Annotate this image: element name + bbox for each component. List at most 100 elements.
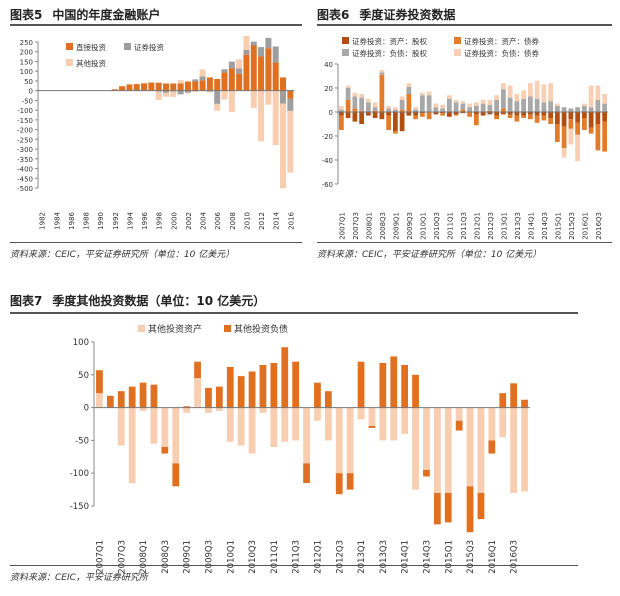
fig6-bar (420, 112, 425, 114)
fig7-bar (444, 492, 452, 523)
fig6-xtick-label: 2014Q3 (541, 212, 549, 240)
fig6-bar (426, 112, 432, 120)
fig6-legend-label: 证券投资：资产：债券 (464, 36, 539, 46)
fig7-bar (150, 407, 158, 444)
fig5-legend-label: 其他投资 (76, 58, 106, 68)
fig5-bar (177, 83, 184, 91)
fig6-bar (460, 103, 466, 110)
fig7-bar (433, 407, 441, 493)
fig6-bar (534, 112, 540, 116)
fig6-bar (447, 98, 452, 112)
fig6-bar (548, 112, 553, 118)
fig6-bar (474, 112, 479, 115)
fig6-bar (420, 95, 425, 112)
fig6-bar (582, 103, 587, 106)
fig5-bar (258, 90, 265, 142)
fig7-bar (455, 420, 463, 431)
fig6-bar (528, 96, 533, 112)
fig6-bar (352, 92, 358, 97)
fig7-xtick-label: 2009Q1 (183, 540, 193, 574)
fig6-bar (480, 112, 486, 116)
fig6-bar (393, 109, 398, 112)
fig7-bar (401, 407, 409, 434)
fig6-bar (595, 100, 601, 112)
fig6-bar (474, 106, 479, 112)
fig6-chart: -60 -40 -20 0 20 40 2007Q1 2007Q3 2008Q1 2008Q3 20… (322, 36, 608, 240)
fig7-bar (412, 407, 419, 490)
fig6-bar (399, 96, 405, 100)
fig5-ytick-label: 50 (24, 78, 33, 86)
fig6-bar (440, 113, 445, 116)
fig7-bar (466, 407, 474, 487)
fig6-bar (366, 102, 371, 112)
fig5-xtick-label: 1984 (53, 211, 61, 229)
fig7-xtick-label: 2008Q1 (139, 540, 149, 574)
fig7-bar (324, 391, 332, 408)
fig6-bar (393, 112, 398, 132)
fig7-xtick-label: 2014Q1 (401, 540, 411, 574)
fig6-bar (501, 112, 506, 115)
fig5-bar (192, 81, 199, 91)
fig5-ytick-label: 200 (20, 49, 33, 57)
fig5-bar (177, 80, 184, 84)
fig6-bar (339, 106, 344, 110)
fig6-bar (514, 115, 520, 122)
fig6-bar (582, 106, 587, 112)
fig7-bar (324, 407, 332, 441)
fig6-bar (359, 110, 364, 112)
fig6-bar (352, 96, 358, 109)
fig7-bar (346, 473, 354, 490)
fig6-top-rule (317, 24, 612, 26)
fig6-bar (413, 115, 418, 120)
fig6-bar (345, 88, 351, 100)
fig7-bar (303, 407, 310, 464)
fig7-xtick-label: 2015Q1 (444, 540, 454, 574)
fig5-bar (163, 92, 169, 97)
fig5-bar (287, 90, 294, 99)
fig5-xtick-label: 1982 (39, 212, 47, 230)
fig5-bar (228, 68, 235, 91)
fig5-xtick-label: 1996 (141, 211, 149, 229)
fig7-bar (346, 407, 354, 474)
fig5-bar (126, 84, 133, 91)
fig6-legend-swatch (342, 37, 349, 44)
fig7-bar (172, 463, 180, 487)
fig5-bar (199, 76, 206, 81)
fig6-xtick-label: 2015Q1 (554, 212, 562, 240)
fig5-xtick-label: 2012 (258, 212, 266, 230)
fig5-chart: -500 -450-400 -350 -300 -250-200 -150 -100 -500… (17, 35, 295, 230)
fig6-ytick-label: -20 (322, 133, 333, 141)
fig6-bar (420, 92, 425, 96)
fig6-bar (494, 100, 499, 112)
fig6-bar (534, 80, 540, 99)
fig6-bar (359, 112, 364, 124)
fig7-xtick-label: 2008Q3 (161, 540, 171, 574)
fig7-bar (128, 386, 136, 408)
fig7-bar (270, 407, 278, 447)
fig6-bar (575, 122, 580, 135)
fig5-bar (199, 80, 206, 91)
fig6-bar (406, 86, 412, 94)
fig6-bar (467, 103, 472, 108)
fig6-xtick-label: 2014Q1 (527, 212, 535, 240)
fig6-bar (386, 112, 391, 116)
fig6-bar (501, 108, 506, 112)
fig6-bar (440, 104, 445, 109)
fig6-bar (372, 110, 378, 112)
fig6-xtick-label: 2010Q1 (419, 212, 427, 240)
fig6-bar (399, 109, 405, 112)
fig6-bar (561, 107, 567, 112)
fig6-bar (541, 84, 547, 103)
fig7-ytick-label: -150 (70, 502, 89, 512)
fig7-bar (390, 407, 398, 441)
fig5-bar (184, 81, 191, 91)
fig5-ytick-label: 250 (20, 39, 33, 47)
fig6-bar (413, 107, 418, 110)
fig5-bar (155, 91, 162, 101)
fig6-bar (386, 106, 391, 109)
fig6-bar (602, 121, 607, 152)
fig7-bar (215, 407, 223, 411)
fig5-bar (214, 90, 221, 104)
fig7-xtick-label: 2009Q3 (204, 540, 214, 574)
fig7-bar (150, 384, 158, 408)
